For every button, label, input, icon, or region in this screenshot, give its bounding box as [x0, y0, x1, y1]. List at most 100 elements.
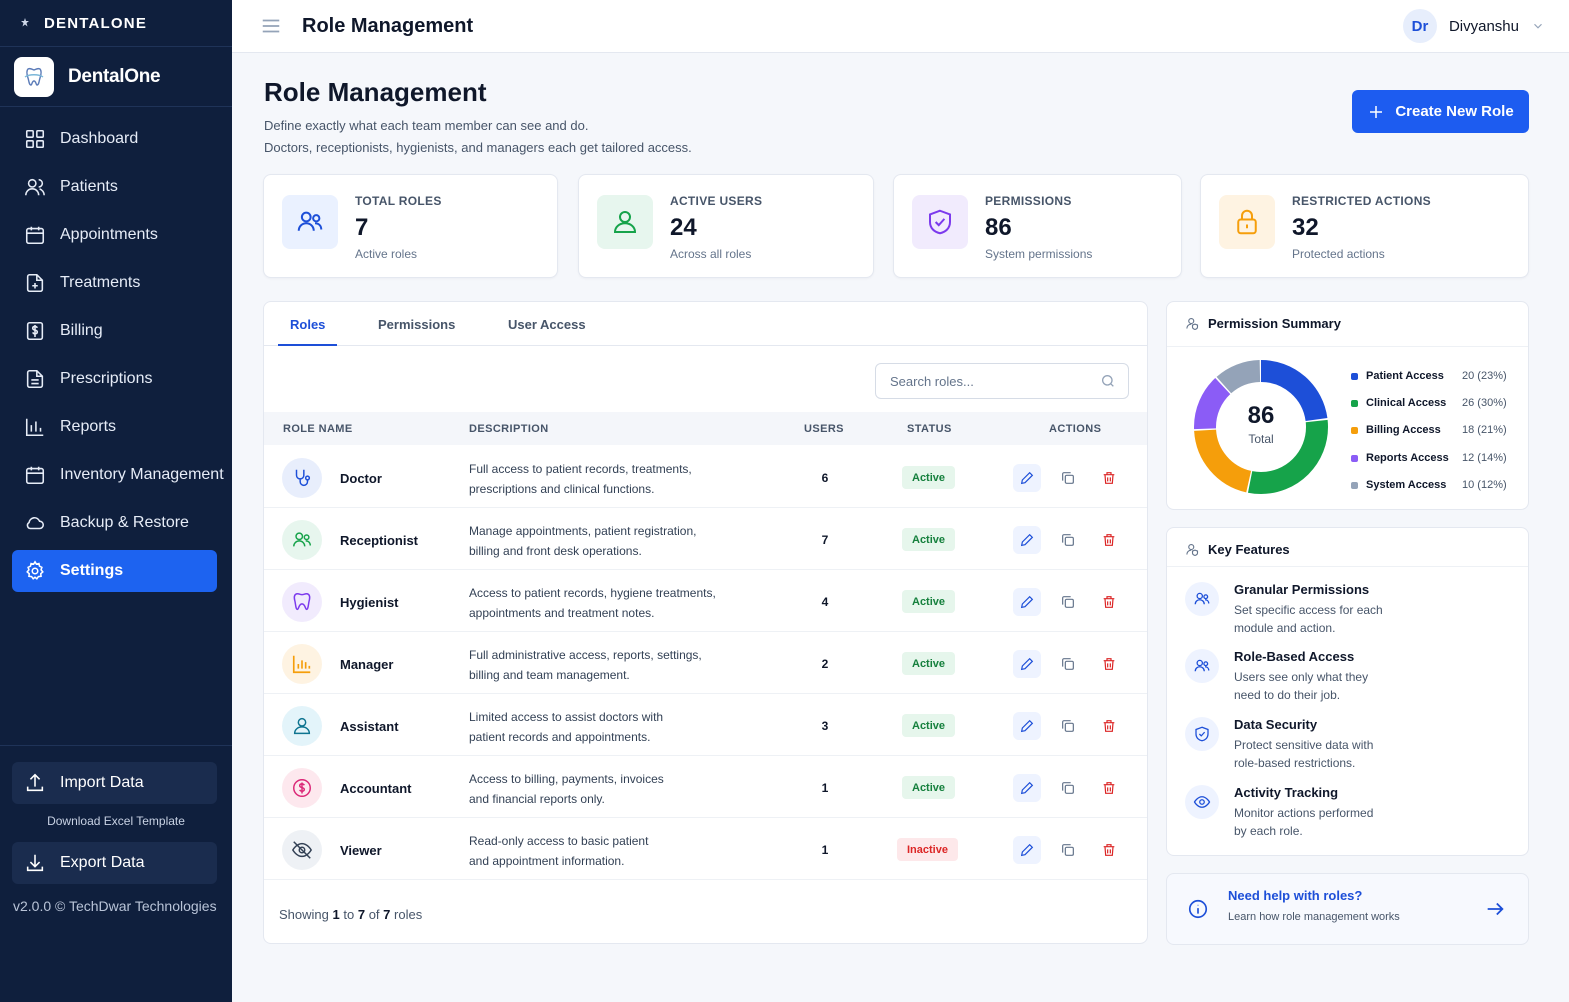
dollar-circle-icon — [282, 768, 322, 808]
role-name: Assistant — [340, 719, 399, 734]
feature-line: Monitor actions performed — [1234, 806, 1374, 820]
download-template-link[interactable]: Download Excel Template — [47, 814, 185, 828]
delete-button[interactable] — [1095, 836, 1123, 864]
desc-line: and appointment information. — [469, 854, 625, 868]
main-content: Role Management Define exactly what each… — [232, 53, 1569, 1002]
sidebar-item-inventory[interactable]: Inventory Management — [0, 451, 232, 499]
table-row[interactable]: Assistant Limited access to assist docto… — [264, 694, 1147, 756]
desc-line: Manage appointments, patient registratio… — [469, 524, 697, 538]
sidebar-nav: Dashboard Patients Appointments Treatmen… — [0, 107, 232, 592]
export-data-button[interactable]: Export Data — [12, 842, 217, 884]
duplicate-button[interactable] — [1054, 774, 1082, 802]
table-row[interactable]: Viewer Read-only access to basic patient… — [264, 818, 1147, 880]
delete-button[interactable] — [1095, 774, 1123, 802]
import-data-button[interactable]: Import Data — [12, 762, 217, 804]
pencil-icon — [1020, 843, 1034, 857]
create-new-role-label: Create New Role — [1395, 103, 1514, 120]
table-row[interactable]: Doctor Full access to patient records, t… — [264, 446, 1147, 508]
donut-slice-patient-access — [1194, 360, 1328, 494]
delete-button[interactable] — [1095, 650, 1123, 678]
th-status[interactable]: STATUS — [907, 423, 952, 435]
table-row[interactable]: Manager Full administrative access, repo… — [264, 632, 1147, 694]
legend-value: 20 (23%) — [1462, 370, 1507, 382]
arrow-right-icon[interactable] — [1484, 898, 1506, 920]
brand-header: DENTALONE — [0, 0, 232, 47]
create-new-role-button[interactable]: Create New Role — [1352, 90, 1529, 133]
edit-button[interactable] — [1013, 836, 1041, 864]
sidebar-item-label: Patients — [60, 178, 118, 195]
edit-button[interactable] — [1013, 588, 1041, 616]
tab-roles[interactable]: Roles — [290, 317, 326, 332]
th-actions: ACTIONS — [1049, 423, 1102, 435]
th-users[interactable]: USERS — [804, 423, 844, 435]
showing-to: 7 — [357, 907, 366, 922]
help-card[interactable]: Need help with roles? Learn how role man… — [1166, 873, 1529, 945]
sidebar-item-patients[interactable]: Patients — [0, 163, 232, 211]
bar-chart-icon — [25, 418, 44, 437]
role-name: Manager — [340, 657, 394, 672]
brand[interactable]: DentalOne — [0, 47, 232, 107]
feature-title: Role-Based Access — [1234, 649, 1355, 664]
stethoscope-icon — [282, 458, 322, 498]
tab-user-access[interactable]: User Access — [508, 317, 586, 332]
sidebar-item-settings[interactable]: Settings — [12, 550, 217, 592]
sidebar-item-reports[interactable]: Reports — [0, 403, 232, 451]
delete-button[interactable] — [1095, 526, 1123, 554]
role-description: Read-only access to basic patient and ap… — [469, 831, 739, 871]
stat-card-permissions: PERMISSIONS 86 System permissions — [893, 174, 1182, 278]
th-role-name[interactable]: ROLE NAME — [283, 423, 353, 435]
table-row[interactable]: Receptionist Manage appointments, patien… — [264, 508, 1147, 570]
role-users: 4 — [821, 595, 829, 609]
sidebar-item-treatments[interactable]: Treatments — [0, 259, 232, 307]
duplicate-button[interactable] — [1054, 526, 1082, 554]
status-badge: Active — [902, 652, 956, 675]
role-users: 1 — [821, 843, 829, 857]
info-icon — [1188, 899, 1208, 919]
duplicate-button[interactable] — [1054, 464, 1082, 492]
duplicate-button[interactable] — [1054, 712, 1082, 740]
edit-button[interactable] — [1013, 650, 1041, 678]
sidebar-item-label: Appointments — [60, 226, 158, 243]
th-description[interactable]: DESCRIPTION — [469, 423, 549, 435]
brand-top-label: DENTALONE — [44, 14, 148, 32]
duplicate-button[interactable] — [1054, 836, 1082, 864]
sidebar-item-label: Billing — [60, 322, 103, 339]
donut-slice-reports-access — [1194, 360, 1328, 494]
avatar: Dr — [1402, 9, 1437, 43]
trash-icon — [1103, 596, 1115, 608]
tooth-icon — [282, 582, 322, 622]
table-row[interactable]: Hygienist Access to patient records, hyg… — [264, 570, 1147, 632]
edit-button[interactable] — [1013, 464, 1041, 492]
sidebar: DENTALONE DentalOne Dashboard Patients A… — [0, 0, 232, 1002]
hamburger-menu-icon[interactable] — [260, 15, 282, 37]
sidebar-item-appointments[interactable]: Appointments — [0, 211, 232, 259]
search-input[interactable] — [875, 363, 1129, 399]
key-features-card: Key Features Granular Permissions Set sp… — [1166, 527, 1529, 856]
edit-button[interactable] — [1013, 526, 1041, 554]
table-row[interactable]: Accountant Access to billing, payments, … — [264, 756, 1147, 818]
desc-line: Access to billing, payments, invoices — [469, 772, 664, 786]
tab-permissions[interactable]: Permissions — [378, 317, 456, 332]
user-menu[interactable]: Dr Divyanshu — [1402, 9, 1545, 43]
sidebar-item-billing[interactable]: Billing — [0, 307, 232, 355]
sidebar-item-dashboard[interactable]: Dashboard — [0, 115, 232, 163]
eye-off-icon — [282, 830, 322, 870]
duplicate-button[interactable] — [1054, 588, 1082, 616]
sidebar-item-backup[interactable]: Backup & Restore — [0, 499, 232, 547]
sidebar-item-prescriptions[interactable]: Prescriptions — [0, 355, 232, 403]
delete-button[interactable] — [1095, 712, 1123, 740]
edit-button[interactable] — [1013, 774, 1041, 802]
status-badge: Active — [902, 590, 956, 613]
delete-button[interactable] — [1095, 464, 1123, 492]
subtitle-line-2: Doctors, receptionists, hygienists, and … — [264, 140, 692, 155]
search-icon[interactable] — [1100, 373, 1116, 389]
trash-icon — [1103, 534, 1115, 546]
role-name: Viewer — [340, 843, 382, 858]
delete-button[interactable] — [1095, 588, 1123, 616]
pagination-summary: Showing 1 to 7 of 7 roles — [279, 907, 422, 922]
file-plus-icon — [26, 273, 44, 293]
duplicate-button[interactable] — [1054, 650, 1082, 678]
edit-button[interactable] — [1013, 712, 1041, 740]
stat-label: RESTRICTED ACTIONS — [1292, 194, 1431, 208]
role-description: Manage appointments, patient registratio… — [469, 521, 739, 561]
